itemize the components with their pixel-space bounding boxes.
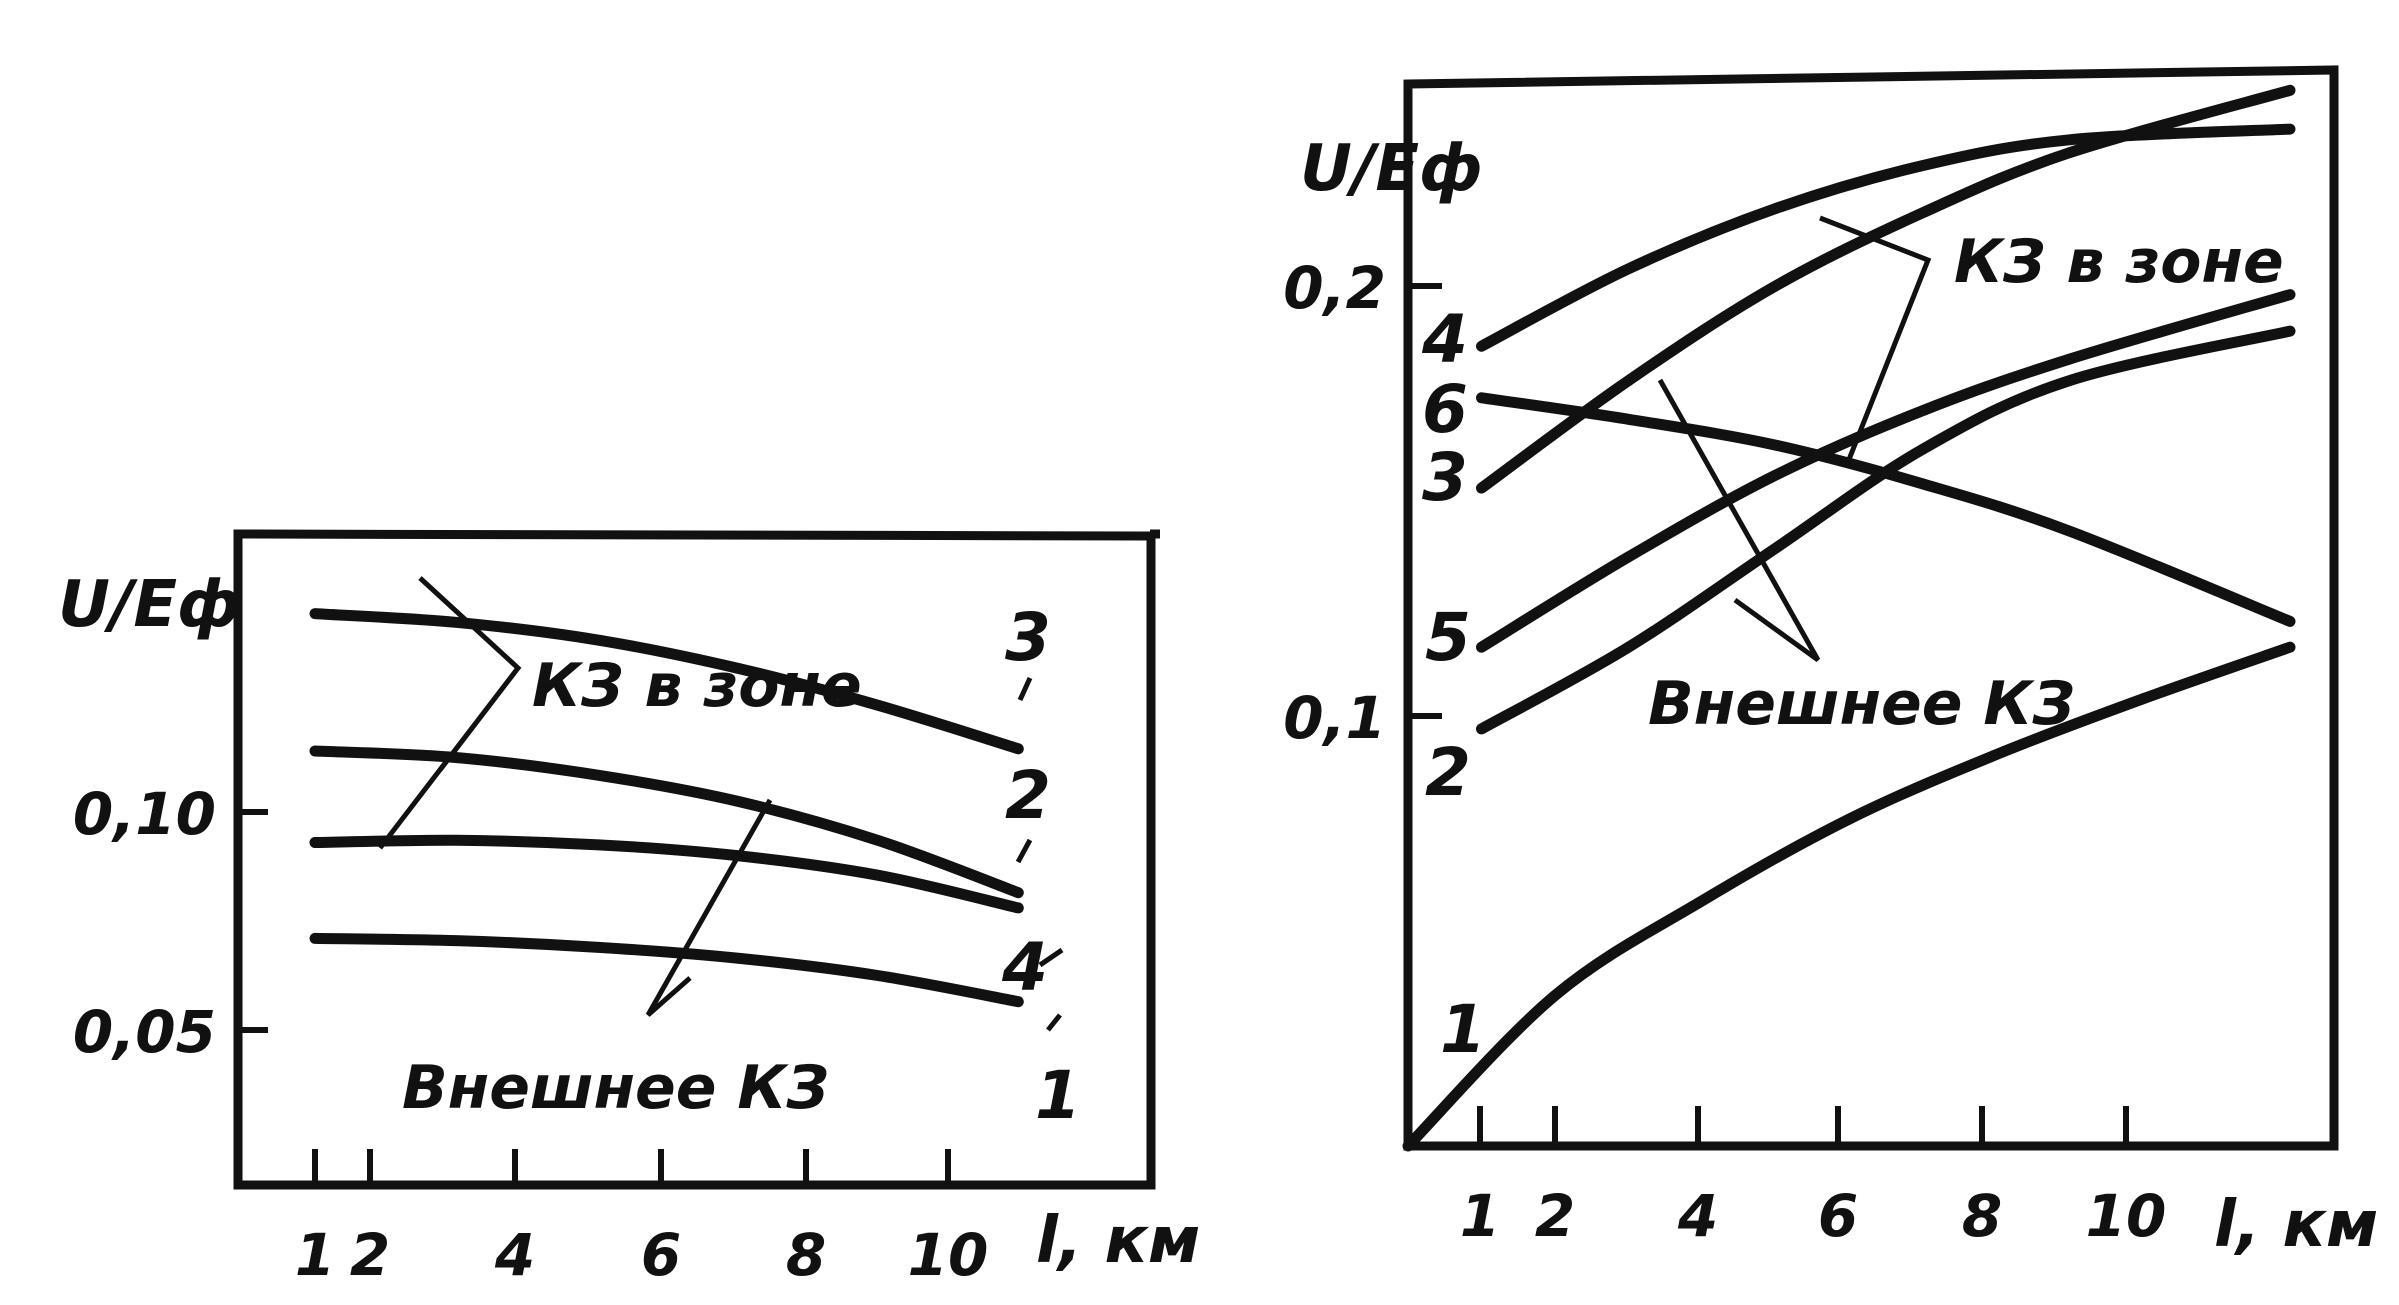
left-curve-label-2: 2 (1005, 757, 1051, 834)
left-xtick-label: 1 (295, 1221, 335, 1289)
right-xtick-label: 2 (1535, 1182, 1575, 1250)
left-y-axis-title: U/Eф (58, 568, 241, 642)
right-leader-kz-in-zone (1819, 215, 1932, 463)
right-chart: U/Eф 0,10,2 1 2 4 6 8 10 l, км КЗ в зоне Внеш… (1283, 65, 2378, 1262)
right-curve-label-6: 6 (1422, 371, 1468, 448)
right-curve-3 (1476, 84, 2296, 494)
right-curve-label-5: 5 (1425, 599, 1471, 676)
left-curve-label-1: 1 (1035, 1057, 1081, 1134)
left-curve-3 (309, 608, 1024, 755)
right-curves (1402, 84, 2296, 1152)
left-ytick-label: 0,05 (73, 998, 216, 1066)
left-curve-label-leaders (1015, 676, 1064, 1032)
right-xtick-label: 4 (1677, 1182, 1718, 1250)
left-xtick-label: 2 (350, 1221, 390, 1289)
right-ytick-label: 0,1 (1283, 684, 1386, 752)
right-xtick-label: 8 (1962, 1182, 2002, 1250)
left-curve-label-3: 3 (1005, 599, 1051, 676)
right-curve-label-4: 4 (1421, 301, 1468, 378)
left-chart: U/Eф 0,050,10 1 2 4 6 8 10 l, км КЗ в зоне Вн… (58, 529, 1200, 1289)
left-curve-2 (309, 745, 1024, 899)
left-curve-label-4: 4 (1001, 929, 1048, 1006)
right-annotation-external-kz: Внешнее КЗ (1648, 669, 2075, 739)
left-ytick-label: 0,10 (73, 780, 216, 848)
left-xtick-label: 4 (494, 1221, 535, 1289)
left-plot-frame-box (233, 529, 1156, 1190)
right-curve-2 (1476, 325, 2296, 735)
right-ytick-label: 0,2 (1283, 254, 1386, 322)
right-y-axis-title: U/Eф (1300, 132, 1483, 206)
right-curve-label-2: 2 (1425, 734, 1471, 811)
left-annotation-external-kz: Внешнее КЗ (402, 1053, 829, 1123)
left-xtick-label: 10 (908, 1221, 989, 1289)
right-curve-label-3: 3 (1422, 439, 1468, 516)
right-curve-6 (1476, 392, 2296, 627)
right-annotation-kz-in-zone: КЗ в зоне (1954, 227, 2284, 297)
right-curve-label-1: 1 (1440, 991, 1486, 1068)
right-leader-external-kz (1657, 378, 1821, 663)
right-curve-1 (1402, 641, 2296, 1152)
left-annotation-kz-in-zone: КЗ в зоне (532, 651, 862, 721)
left-curves (309, 608, 1024, 1008)
right-xtick-label: 6 (1818, 1182, 1858, 1250)
right-xtick-label: 1 (1460, 1182, 1500, 1250)
right-x-axis-title: l, км (2214, 1188, 2378, 1262)
left-axis-ticks (238, 809, 951, 1185)
right-leaders (1657, 215, 1932, 663)
left-curve-1 (309, 932, 1024, 1008)
left-curve-4 (309, 834, 1024, 914)
left-leader-external-kz (645, 798, 773, 1017)
left-leader-kz-in-zone (378, 576, 522, 850)
left-leaders (378, 576, 1064, 1032)
left-x-axis-title: l, км (1036, 1204, 1200, 1278)
left-xtick-label: 8 (786, 1221, 826, 1289)
left-xtick-label: 6 (641, 1221, 681, 1289)
right-plot-frame-box (1403, 65, 2339, 1151)
right-xtick-label: 10 (2086, 1182, 2167, 1250)
right-axis-ticks (1408, 283, 2129, 1146)
